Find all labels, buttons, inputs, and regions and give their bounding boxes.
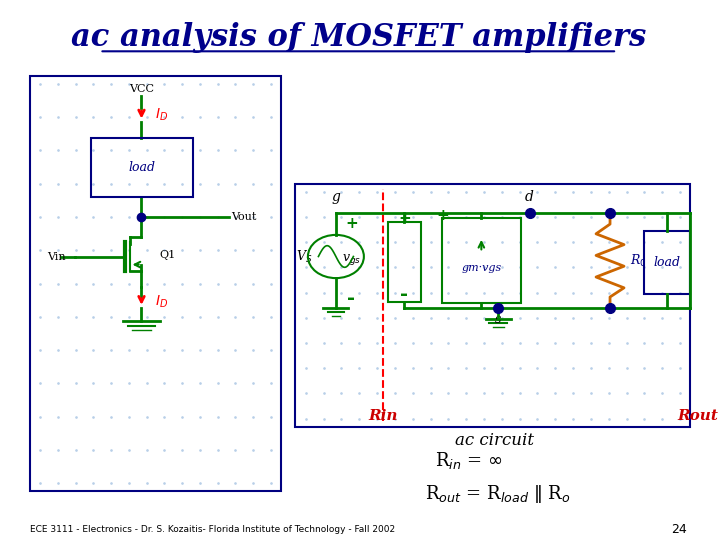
Text: V$_S$: V$_S$: [297, 248, 312, 265]
Text: R$_{in}$ = $\infty$: R$_{in}$ = $\infty$: [435, 450, 503, 470]
Text: gm·vgs: gm·vgs: [462, 262, 502, 273]
Bar: [387, 222, 421, 302]
Text: Vin: Vin: [47, 252, 66, 261]
Bar: [644, 231, 690, 294]
Text: $I_D$: $I_D$: [156, 294, 168, 310]
Text: Rout: Rout: [677, 409, 718, 423]
Bar: [442, 218, 521, 303]
Text: load: load: [128, 161, 156, 174]
Bar: [295, 184, 690, 427]
Text: Rin: Rin: [368, 409, 397, 423]
Text: -: -: [347, 288, 355, 308]
Text: d: d: [525, 190, 534, 204]
Text: +: +: [345, 215, 358, 231]
Bar: [30, 76, 282, 491]
Text: Vout: Vout: [231, 212, 256, 222]
Text: +: +: [398, 211, 411, 226]
Text: -: -: [400, 285, 408, 304]
Text: R$_{out}$ = R$_{load}$ $\|$ R$_o$: R$_{out}$ = R$_{load}$ $\|$ R$_o$: [425, 483, 570, 505]
Text: load: load: [654, 256, 680, 269]
Bar: [91, 138, 192, 197]
Text: ac circuit: ac circuit: [455, 431, 534, 449]
Text: g: g: [331, 190, 341, 204]
Text: 24: 24: [671, 523, 687, 536]
Text: +: +: [436, 208, 449, 224]
Text: ECE 3111 - Electronics - Dr. S. Kozaitis- Florida Institute of Technology - Fall: ECE 3111 - Electronics - Dr. S. Kozaitis…: [30, 525, 395, 534]
Text: ac analysis of MOSFET amplifiers: ac analysis of MOSFET amplifiers: [71, 22, 646, 53]
Text: s: s: [495, 313, 501, 326]
Text: Q1: Q1: [159, 250, 175, 260]
Text: v$_{gs}$: v$_{gs}$: [342, 252, 361, 267]
Text: R$_0$: R$_0$: [629, 253, 647, 268]
Text: $I_D$: $I_D$: [156, 107, 168, 123]
Text: VCC: VCC: [129, 84, 154, 94]
